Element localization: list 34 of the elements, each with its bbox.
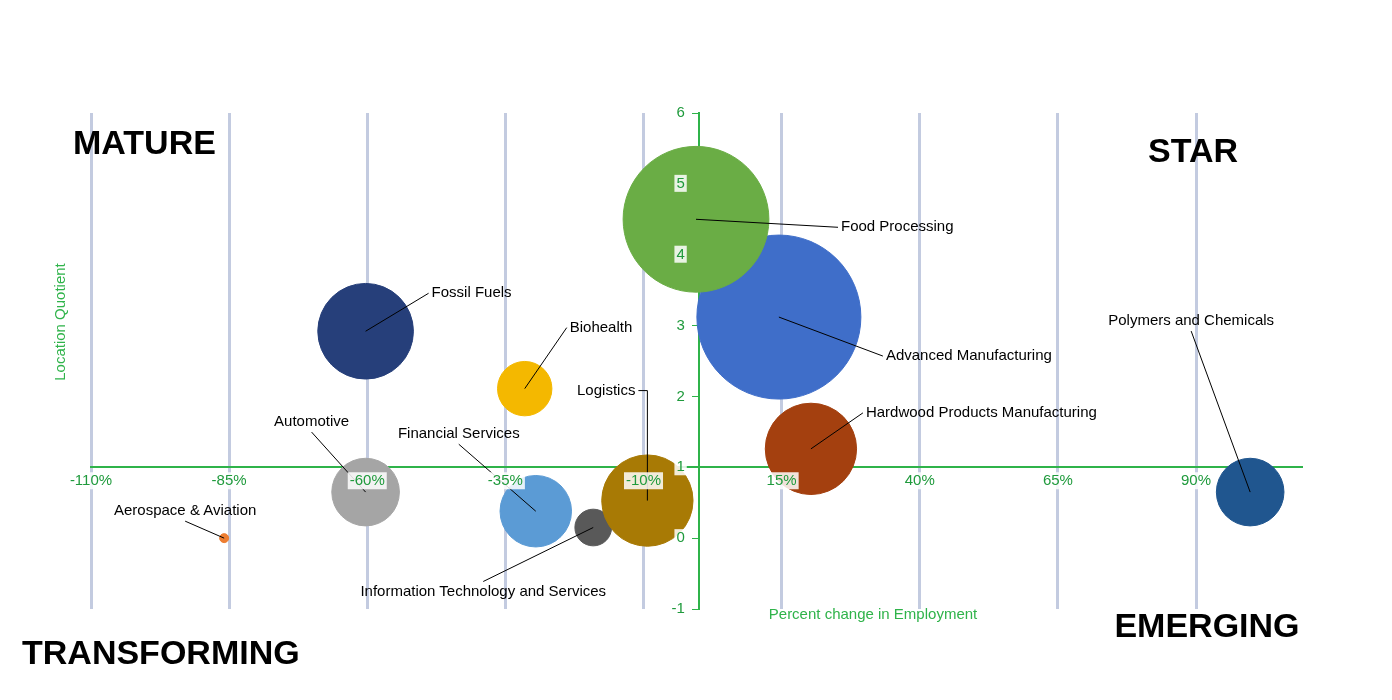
text: TRANSFORMING <box>22 633 300 672</box>
y-axis-title: Location Quotient <box>51 262 69 381</box>
y-tick-label: 3 <box>676 315 685 333</box>
text: Aerospace & Aviation <box>113 501 257 519</box>
series-label: Fossil Fuels <box>431 283 512 301</box>
y-tick-label: 1 <box>676 457 685 475</box>
y-tick-label: 4 <box>676 244 685 262</box>
annotation: MATURE <box>73 123 216 162</box>
x-tick-label: 65% <box>1042 470 1073 488</box>
x-tick-label: -35% <box>487 470 523 488</box>
x-tick-label: -110% <box>69 470 113 488</box>
x-tick-label: -85% <box>211 470 247 488</box>
text: Food Processing <box>841 217 954 235</box>
text: Polymers and Chemicals <box>1108 311 1275 329</box>
x-tick-label: 15% <box>766 470 797 488</box>
series-label: Advanced Manufacturing <box>885 346 1052 364</box>
x-axis-title: Percent change in Employment <box>768 605 979 623</box>
series-label: Hardwood Products Manufacturing <box>865 403 1097 420</box>
text: Financial Services <box>397 424 520 442</box>
x-tick-label: -60% <box>349 470 385 488</box>
y-tick-label: 5 <box>676 174 685 191</box>
annotation: STAR <box>1147 131 1239 170</box>
y-tick-label: 2 <box>676 386 685 404</box>
text: Automotive <box>274 412 350 430</box>
text: Biohealth <box>569 317 633 335</box>
y-tick-label: 6 <box>676 103 685 121</box>
annotation: EMERGING <box>1114 606 1300 645</box>
y-tick-label: -1 <box>671 599 685 617</box>
text: Logistics <box>577 380 636 398</box>
x-tick-label: 40% <box>904 470 935 488</box>
text: Information Technology and Services <box>360 581 607 599</box>
y-tick-label: 0 <box>676 528 685 546</box>
x-tick-label: 90% <box>1181 470 1212 488</box>
x-tick-label: -10% <box>626 470 662 488</box>
